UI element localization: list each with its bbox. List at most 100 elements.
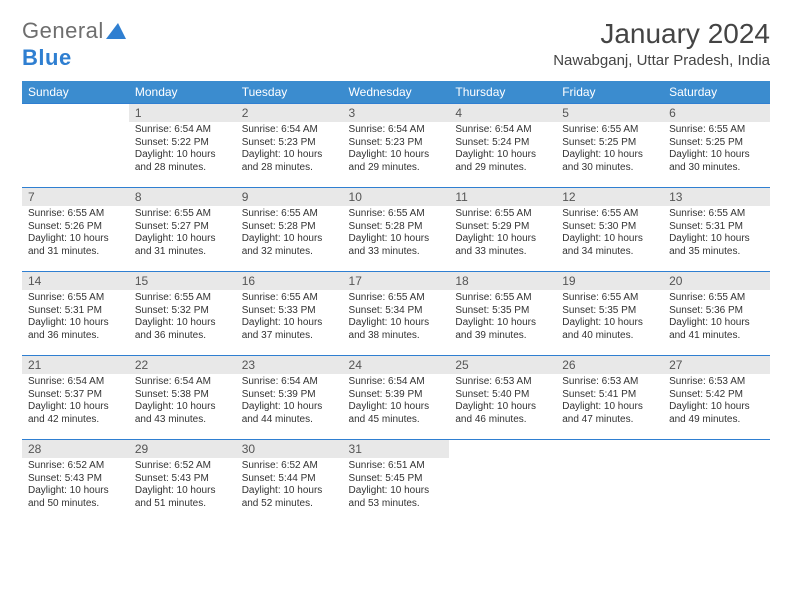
weekday-header: Wednesday	[343, 81, 450, 103]
daylight-1-text: Daylight: 10 hours	[28, 485, 123, 498]
calendar-head: SundayMondayTuesdayWednesdayThursdayFrid…	[22, 81, 770, 103]
calendar-day-cell: 10Sunrise: 6:55 AMSunset: 5:28 PMDayligh…	[343, 187, 450, 271]
daylight-2-text: and 36 minutes.	[28, 330, 123, 343]
day-number: 26	[556, 355, 663, 374]
calendar-day-cell: 22Sunrise: 6:54 AMSunset: 5:38 PMDayligh…	[129, 355, 236, 439]
calendar-day-cell: 7Sunrise: 6:55 AMSunset: 5:26 PMDaylight…	[22, 187, 129, 271]
sunrise-text: Sunrise: 6:55 AM	[562, 208, 657, 221]
daylight-2-text: and 52 minutes.	[242, 498, 337, 511]
title-block: January 2024 Nawabganj, Uttar Pradesh, I…	[553, 18, 770, 69]
sunrise-text: Sunrise: 6:55 AM	[242, 292, 337, 305]
day-details: Sunrise: 6:55 AMSunset: 5:34 PMDaylight:…	[343, 290, 450, 346]
daylight-2-text: and 31 minutes.	[28, 246, 123, 259]
sunset-text: Sunset: 5:43 PM	[28, 473, 123, 486]
day-number: 20	[663, 271, 770, 290]
sunset-text: Sunset: 5:26 PM	[28, 221, 123, 234]
calendar-day-cell: 26Sunrise: 6:53 AMSunset: 5:41 PMDayligh…	[556, 355, 663, 439]
daylight-1-text: Daylight: 10 hours	[349, 401, 444, 414]
sunset-text: Sunset: 5:23 PM	[349, 137, 444, 150]
day-number-empty	[449, 439, 556, 460]
daylight-1-text: Daylight: 10 hours	[455, 233, 550, 246]
sunrise-text: Sunrise: 6:55 AM	[135, 292, 230, 305]
day-number: 5	[556, 103, 663, 122]
day-details: Sunrise: 6:52 AMSunset: 5:43 PMDaylight:…	[129, 458, 236, 514]
sunset-text: Sunset: 5:33 PM	[242, 305, 337, 318]
sunset-text: Sunset: 5:43 PM	[135, 473, 230, 486]
sunrise-text: Sunrise: 6:55 AM	[28, 292, 123, 305]
calendar-day-cell: 8Sunrise: 6:55 AMSunset: 5:27 PMDaylight…	[129, 187, 236, 271]
day-details: Sunrise: 6:54 AMSunset: 5:23 PMDaylight:…	[236, 122, 343, 178]
daylight-1-text: Daylight: 10 hours	[135, 485, 230, 498]
sunset-text: Sunset: 5:27 PM	[135, 221, 230, 234]
sunrise-text: Sunrise: 6:54 AM	[349, 124, 444, 137]
day-number: 25	[449, 355, 556, 374]
daylight-2-text: and 47 minutes.	[562, 414, 657, 427]
day-number: 14	[22, 271, 129, 290]
calendar-day-cell: 3Sunrise: 6:54 AMSunset: 5:23 PMDaylight…	[343, 103, 450, 187]
day-details: Sunrise: 6:53 AMSunset: 5:41 PMDaylight:…	[556, 374, 663, 430]
calendar-week-row: 21Sunrise: 6:54 AMSunset: 5:37 PMDayligh…	[22, 355, 770, 439]
day-number: 8	[129, 187, 236, 206]
day-number: 4	[449, 103, 556, 122]
sunset-text: Sunset: 5:40 PM	[455, 389, 550, 402]
calendar-day-cell: 30 Sunrise: 6:52 AMSunset: 5:44 PMDayligh…	[236, 439, 343, 523]
sunset-text: Sunset: 5:41 PM	[562, 389, 657, 402]
sunrise-text: Sunrise: 6:55 AM	[562, 124, 657, 137]
daylight-1-text: Daylight: 10 hours	[349, 149, 444, 162]
day-details: Sunrise: 6:55 AMSunset: 5:29 PMDaylight:…	[449, 206, 556, 262]
sunrise-text: Sunrise: 6:52 AM	[242, 460, 337, 473]
sunset-text: Sunset: 5:39 PM	[349, 389, 444, 402]
day-details: Sunrise: 6:54 AMSunset: 5:24 PMDaylight:…	[449, 122, 556, 178]
day-number: 18	[449, 271, 556, 290]
daylight-2-text: and 38 minutes.	[349, 330, 444, 343]
day-details: Sunrise: 6:51 AMSunset: 5:45 PMDaylight:…	[343, 458, 450, 514]
sunrise-text: Sunrise: 6:54 AM	[242, 376, 337, 389]
sunset-text: Sunset: 5:24 PM	[455, 137, 550, 150]
calendar-table: SundayMondayTuesdayWednesdayThursdayFrid…	[22, 81, 770, 523]
calendar-week-row: 28Sunrise: 6:52 AMSunset: 5:43 PMDayligh…	[22, 439, 770, 523]
sunset-text: Sunset: 5:29 PM	[455, 221, 550, 234]
daylight-2-text: and 43 minutes.	[135, 414, 230, 427]
daylight-1-text: Daylight: 10 hours	[242, 485, 337, 498]
day-number: 31	[343, 439, 450, 458]
day-number: 13	[663, 187, 770, 206]
daylight-2-text: and 30 minutes.	[669, 162, 764, 175]
daylight-1-text: Daylight: 10 hours	[562, 401, 657, 414]
calendar-day-cell: 18Sunrise: 6:55 AMSunset: 5:35 PMDayligh…	[449, 271, 556, 355]
sunrise-text: Sunrise: 6:55 AM	[455, 208, 550, 221]
daylight-2-text: and 40 minutes.	[562, 330, 657, 343]
sunrise-text: Sunrise: 6:52 AM	[135, 460, 230, 473]
sunrise-text: Sunrise: 6:53 AM	[562, 376, 657, 389]
logo-word-1: General	[22, 18, 104, 43]
sunrise-text: Sunrise: 6:55 AM	[455, 292, 550, 305]
sunrise-text: Sunrise: 6:55 AM	[669, 124, 764, 137]
day-number: 30	[236, 439, 343, 458]
day-details: Sunrise: 6:55 AMSunset: 5:32 PMDaylight:…	[129, 290, 236, 346]
calendar-day-cell: 28Sunrise: 6:52 AMSunset: 5:43 PMDayligh…	[22, 439, 129, 523]
sunset-text: Sunset: 5:44 PM	[242, 473, 337, 486]
day-number: 29	[129, 439, 236, 458]
day-number-empty	[663, 439, 770, 460]
day-details: Sunrise: 6:54 AMSunset: 5:39 PMDaylight:…	[236, 374, 343, 430]
sunset-text: Sunset: 5:22 PM	[135, 137, 230, 150]
sunrise-text: Sunrise: 6:54 AM	[28, 376, 123, 389]
daylight-1-text: Daylight: 10 hours	[135, 401, 230, 414]
daylight-1-text: Daylight: 10 hours	[28, 401, 123, 414]
weekday-header: Thursday	[449, 81, 556, 103]
calendar-day-cell: 12Sunrise: 6:55 AMSunset: 5:30 PMDayligh…	[556, 187, 663, 271]
calendar-day-cell: 11Sunrise: 6:55 AMSunset: 5:29 PMDayligh…	[449, 187, 556, 271]
calendar-day-cell: 21Sunrise: 6:54 AMSunset: 5:37 PMDayligh…	[22, 355, 129, 439]
day-details: Sunrise: 6:53 AMSunset: 5:40 PMDaylight:…	[449, 374, 556, 430]
sunset-text: Sunset: 5:25 PM	[669, 137, 764, 150]
calendar-day-cell	[663, 439, 770, 523]
calendar-day-cell	[556, 439, 663, 523]
day-details: Sunrise: 6:52 AMSunset: 5:43 PMDaylight:…	[22, 458, 129, 514]
day-details: Sunrise: 6:55 AMSunset: 5:36 PMDaylight:…	[663, 290, 770, 346]
day-details: Sunrise: 6:54 AMSunset: 5:39 PMDaylight:…	[343, 374, 450, 430]
day-details: Sunrise: 6:54 AMSunset: 5:38 PMDaylight:…	[129, 374, 236, 430]
sunset-text: Sunset: 5:39 PM	[242, 389, 337, 402]
sunset-text: Sunset: 5:45 PM	[349, 473, 444, 486]
calendar-day-cell: 14Sunrise: 6:55 AMSunset: 5:31 PMDayligh…	[22, 271, 129, 355]
daylight-1-text: Daylight: 10 hours	[28, 317, 123, 330]
calendar-day-cell: 1Sunrise: 6:54 AMSunset: 5:22 PMDaylight…	[129, 103, 236, 187]
